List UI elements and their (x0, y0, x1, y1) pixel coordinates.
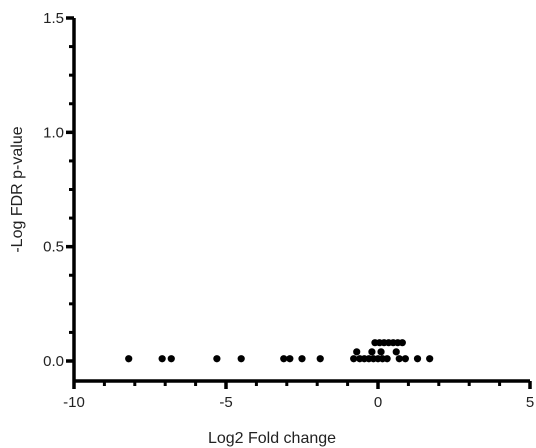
data-point (368, 348, 376, 356)
data-point (377, 348, 385, 356)
data-point (125, 355, 133, 363)
x-axis-title: Log2 Fold change (208, 430, 336, 447)
data-point (286, 355, 294, 363)
data-point (398, 339, 406, 347)
data-point (413, 355, 422, 363)
y-tick-label: 1.5 (43, 10, 64, 27)
data-point (383, 355, 391, 363)
data-point (426, 355, 434, 363)
data-point (237, 355, 245, 363)
data-point (353, 348, 361, 356)
x-axis: -10 -5 0 5 (63, 379, 534, 411)
y-tick-label: 0.0 (43, 353, 64, 370)
data-points (125, 339, 434, 363)
data-point (392, 348, 400, 356)
x-tick-label: -10 (63, 394, 85, 411)
data-point (167, 355, 175, 363)
data-point (298, 355, 306, 363)
data-point (213, 355, 221, 363)
x-tick-label: 5 (526, 394, 534, 411)
y-axis: 0.0 0.5 1.0 1.5 (43, 10, 76, 381)
y-tick-label: 0.5 (43, 239, 64, 256)
x-tick-label: 0 (374, 394, 382, 411)
data-point (316, 355, 324, 363)
x-tick-label: -5 (219, 394, 232, 411)
y-axis-title: -Log FDR p-value (9, 126, 26, 252)
data-point (280, 355, 288, 363)
data-point (350, 355, 358, 363)
data-point (401, 355, 409, 363)
data-point (395, 355, 403, 363)
y-tick-label: 1.0 (43, 124, 64, 141)
data-point (158, 355, 166, 363)
